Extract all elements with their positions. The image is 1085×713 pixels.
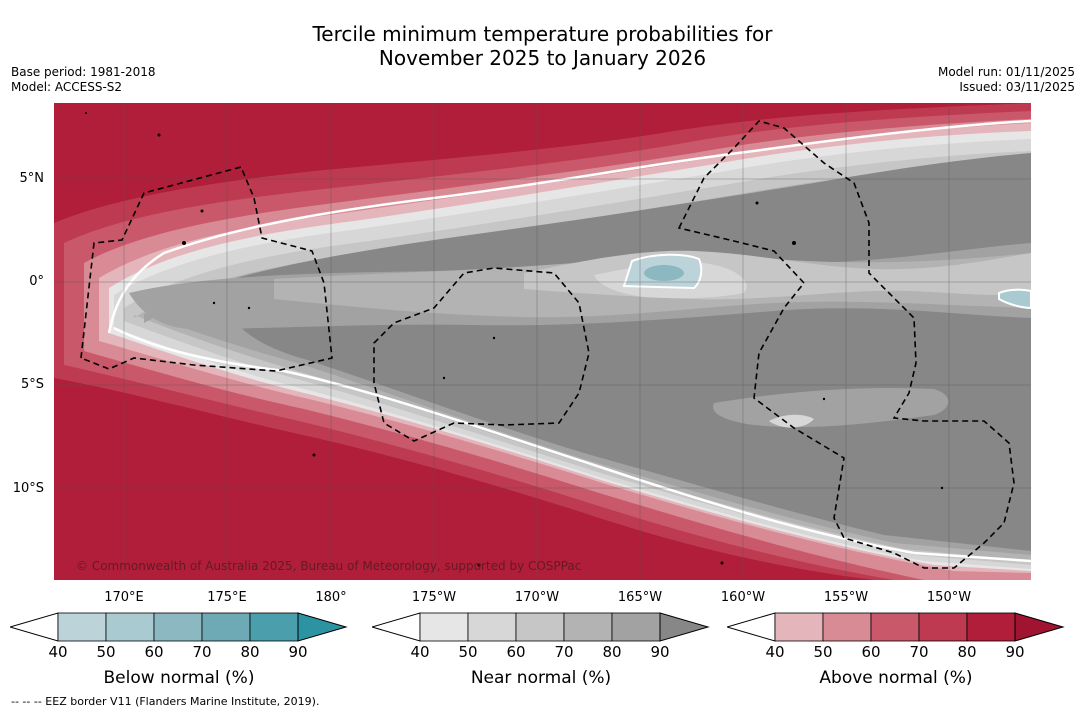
cb-above-tick: 70 xyxy=(909,643,929,661)
colorbar-below-label: Below normal (%) xyxy=(103,668,255,688)
eez-tokelau xyxy=(373,267,590,442)
colorbar-below-arrow xyxy=(297,612,348,642)
cb-below-tick: 50 xyxy=(96,643,116,661)
cb-above-tick: 40 xyxy=(765,643,785,661)
cb-near-tick: 60 xyxy=(506,643,526,661)
colorbar-below-normal xyxy=(10,612,348,642)
cb-near-tick: 80 xyxy=(602,643,622,661)
contour-50-south xyxy=(113,326,1031,563)
lon-label-175w: 175°W xyxy=(411,590,457,605)
lat-label-5s: 5°S xyxy=(20,377,44,392)
lat-label-0: 0° xyxy=(29,274,44,289)
lon-label-155w: 155°W xyxy=(823,590,869,605)
cb-below-tick: 40 xyxy=(48,643,68,661)
cb-below-tick: 60 xyxy=(144,643,164,661)
eez-borders xyxy=(80,120,1015,569)
below-60-patch xyxy=(644,265,684,281)
model-name: Model: ACCESS-S2 xyxy=(11,80,123,94)
meta-left: Base period: 1981-2018 Model: ACCESS-S2 xyxy=(11,65,156,95)
colorbar-segment xyxy=(249,612,299,642)
near-90-region xyxy=(219,153,1031,551)
cb-below-tick: 80 xyxy=(240,643,260,661)
cb-above-tick: 50 xyxy=(813,643,833,661)
colorbar-segment xyxy=(822,612,872,642)
cb-above-tick: 80 xyxy=(957,643,977,661)
colorbar-segment xyxy=(153,612,203,642)
colorbar-segment xyxy=(105,612,155,642)
eez-legend-footer: -- -- -- EEZ border V11 (Flanders Marine… xyxy=(11,695,320,708)
colorbar-segment xyxy=(870,612,920,642)
colorbar-above-extend xyxy=(727,612,776,642)
colorbar-above-arrow xyxy=(1014,612,1065,642)
colorbar-near-arrow xyxy=(659,612,710,642)
cb-below-tick: 70 xyxy=(192,643,212,661)
colorbar-near-label: Near normal (%) xyxy=(470,668,612,688)
contour-50-north xyxy=(107,119,1031,334)
colorbar-near-normal xyxy=(372,612,710,642)
probability-map xyxy=(54,103,1031,580)
colorbar-segment xyxy=(201,612,251,642)
lon-label-180: 180° xyxy=(315,590,347,605)
colorbar-segment xyxy=(918,612,968,642)
southern-near-80 xyxy=(713,387,949,428)
colorbar-segment xyxy=(515,612,565,642)
title-line-2: November 2025 to January 2026 xyxy=(378,46,707,70)
base-period: Base period: 1981-2018 xyxy=(11,65,156,79)
cb-near-tick: 50 xyxy=(458,643,478,661)
southern-near-50 xyxy=(769,414,814,428)
lon-label-160w: 160°W xyxy=(720,590,766,605)
colorbar-segment xyxy=(467,612,517,642)
lon-label-170w: 170°W xyxy=(514,590,560,605)
cb-below-tick: 90 xyxy=(288,643,308,661)
cb-near-tick: 70 xyxy=(554,643,574,661)
meta-right: Model run: 01/11/2025 Issued: 03/11/2025 xyxy=(938,65,1075,95)
below-50-patch-east xyxy=(998,288,1031,310)
lon-label-170e: 170°E xyxy=(104,590,144,605)
colorbar-segment xyxy=(57,612,107,642)
colorbar-segment xyxy=(611,612,661,642)
colorbar-above-label: Above normal (%) xyxy=(819,668,973,688)
cb-near-tick: 40 xyxy=(410,643,430,661)
cb-above-tick: 60 xyxy=(861,643,881,661)
title-line-1: Tercile minimum temperature probabilitie… xyxy=(312,22,773,46)
colorbar-below-extend xyxy=(10,612,59,642)
colorbar-segment xyxy=(419,612,469,642)
copyright-text: © Commonwealth of Australia 2025, Bureau… xyxy=(76,559,582,573)
eez-kiribati-line xyxy=(677,120,1015,569)
lon-label-165w: 165°W xyxy=(617,590,663,605)
cb-above-tick: 90 xyxy=(1005,643,1025,661)
colorbar-near-extend xyxy=(372,612,421,642)
colorbar-above-normal xyxy=(727,612,1065,642)
graticule xyxy=(54,103,1031,580)
colorbar-segment xyxy=(774,612,824,642)
lon-label-150w: 150°W xyxy=(926,590,972,605)
colorbar-segment xyxy=(563,612,613,642)
lat-label-10s: 10°S xyxy=(12,481,44,496)
lat-label-5n: 5°N xyxy=(19,171,45,186)
model-run: Model run: 01/11/2025 xyxy=(937,65,1075,79)
issued-date: Issued: 03/11/2025 xyxy=(959,80,1075,94)
lon-label-175e: 175°E xyxy=(207,590,247,605)
colorbar-segment xyxy=(966,612,1016,642)
eez-tuvalu xyxy=(80,166,333,372)
cb-near-tick: 90 xyxy=(650,643,670,661)
islands xyxy=(85,112,944,567)
map-title: Tercile minimum temperature probabilitie… xyxy=(0,22,1085,70)
